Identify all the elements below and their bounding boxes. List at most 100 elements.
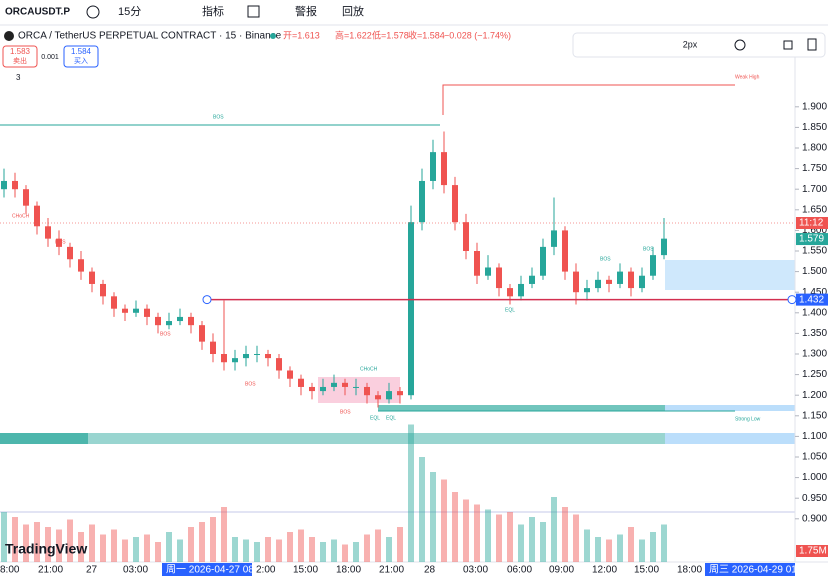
- volume-bar: [133, 537, 139, 562]
- volume-bar: [485, 509, 491, 562]
- annotation: BOS: [55, 239, 66, 245]
- volume-bar: [364, 534, 370, 562]
- volume-bar: [573, 514, 579, 562]
- annotation: CHoCH: [360, 366, 378, 372]
- y-tick-label: 1.900: [802, 101, 827, 112]
- candle-body: [386, 391, 392, 400]
- candle-body: [67, 246, 73, 260]
- sell-label: 卖出: [13, 56, 27, 65]
- volume-bar: [430, 472, 436, 562]
- candle-body: [276, 358, 282, 371]
- candle-body: [639, 275, 645, 289]
- low: 低=1.578: [372, 29, 409, 40]
- volume-bar: [199, 522, 205, 562]
- volume-bar: [540, 522, 546, 562]
- candle-body: [540, 246, 546, 276]
- volume-bar: [78, 532, 84, 562]
- candle-body: [562, 230, 568, 272]
- x-tick-label: 周一 2026-04-27 08:15: [166, 564, 268, 576]
- candle-body: [375, 395, 381, 400]
- volume-bar: [353, 542, 359, 562]
- y-tick-label: 1.400: [802, 307, 827, 318]
- x-tick-label: 21:00: [379, 565, 404, 576]
- buy-label: 买入: [74, 57, 88, 65]
- candle-body: [474, 251, 480, 276]
- crosshair-time: [162, 563, 252, 576]
- volume-bar: [287, 532, 293, 562]
- volume-bar: [408, 424, 414, 562]
- delete-icon[interactable]: [807, 38, 817, 51]
- candle-body: [430, 152, 436, 181]
- candle-body: [265, 354, 271, 359]
- buy-price: 1.584: [71, 47, 92, 56]
- buy-button[interactable]: [63, 45, 99, 68]
- interval[interactable]: 15分: [118, 5, 141, 18]
- zone-bar: [665, 405, 795, 411]
- candle-body: [353, 386, 359, 388]
- candle-body: [155, 316, 161, 326]
- candle-body: [595, 279, 601, 289]
- annotation: Strong Low: [735, 416, 761, 422]
- volume-bar: [507, 512, 513, 562]
- volume-bar: [298, 529, 304, 562]
- x-tick-label: 28: [424, 565, 436, 576]
- stroke-width[interactable]: 2px: [683, 39, 698, 49]
- volume-bar: [518, 524, 524, 562]
- candle-body: [584, 288, 590, 293]
- volume-bar: [386, 537, 392, 562]
- volume-bar: [639, 539, 645, 562]
- zone-bar: [0, 433, 88, 444]
- volume-bar: [23, 524, 29, 562]
- volume-bar: [67, 519, 73, 562]
- volume-bar: [474, 504, 480, 562]
- candle-body: [617, 271, 623, 284]
- candle-body: [452, 185, 458, 223]
- last-price-tag: [796, 233, 828, 246]
- candle-body: [199, 325, 205, 342]
- line-handle[interactable]: [202, 295, 212, 305]
- annotation: BOS: [213, 114, 224, 120]
- x-tick-label: 27: [86, 565, 98, 576]
- indicators-button[interactable]: 指标: [202, 4, 224, 18]
- price-line-label: 1.432: [799, 294, 824, 305]
- candle-body: [232, 358, 238, 363]
- sell-button[interactable]: [2, 45, 38, 68]
- candle-body: [1, 180, 7, 190]
- chart-title: ORCA / TetherUS PERPETUAL CONTRACT · 15 …: [18, 31, 282, 42]
- layouts-icon[interactable]: [247, 5, 260, 18]
- volume-bar: [177, 539, 183, 562]
- alert-button[interactable]: 警报: [295, 4, 317, 18]
- add-symbol[interactable]: [86, 5, 100, 19]
- lock-icon[interactable]: [783, 40, 793, 50]
- candle-body: [309, 386, 315, 392]
- candle-body: [441, 152, 447, 186]
- y-tick-label: 1.250: [802, 369, 827, 380]
- candle-body: [518, 283, 524, 297]
- settings-icon[interactable]: [734, 39, 746, 51]
- indicator-count[interactable]: 3: [16, 73, 21, 82]
- volume-bar: [1, 512, 7, 562]
- candle-body: [320, 386, 326, 392]
- y-tick-label: 1.300: [802, 349, 827, 360]
- replay-button[interactable]: 回放: [342, 4, 364, 18]
- volume-bar: [89, 524, 95, 562]
- volume-bar: [265, 537, 271, 562]
- crosshair-time: [705, 563, 795, 576]
- candle-body: [298, 378, 304, 387]
- weak-high-line: [442, 84, 735, 115]
- symbol[interactable]: ORCAUSDT.P: [5, 7, 70, 18]
- volume-bar: [562, 507, 568, 562]
- y-tick-label: 1.350: [802, 328, 827, 339]
- volume-bar: [551, 497, 557, 562]
- candle-body: [408, 222, 414, 396]
- candle-body: [188, 316, 194, 326]
- countdown: 11:12: [799, 218, 824, 229]
- y-tick-label: 0.900: [802, 513, 827, 524]
- annotation: BOS: [600, 256, 611, 262]
- candle-body: [254, 354, 260, 355]
- annotation: Weak High: [735, 74, 760, 80]
- candle-body: [419, 180, 425, 223]
- volume-bar: [661, 524, 667, 562]
- x-tick-label: 03:00: [123, 565, 148, 576]
